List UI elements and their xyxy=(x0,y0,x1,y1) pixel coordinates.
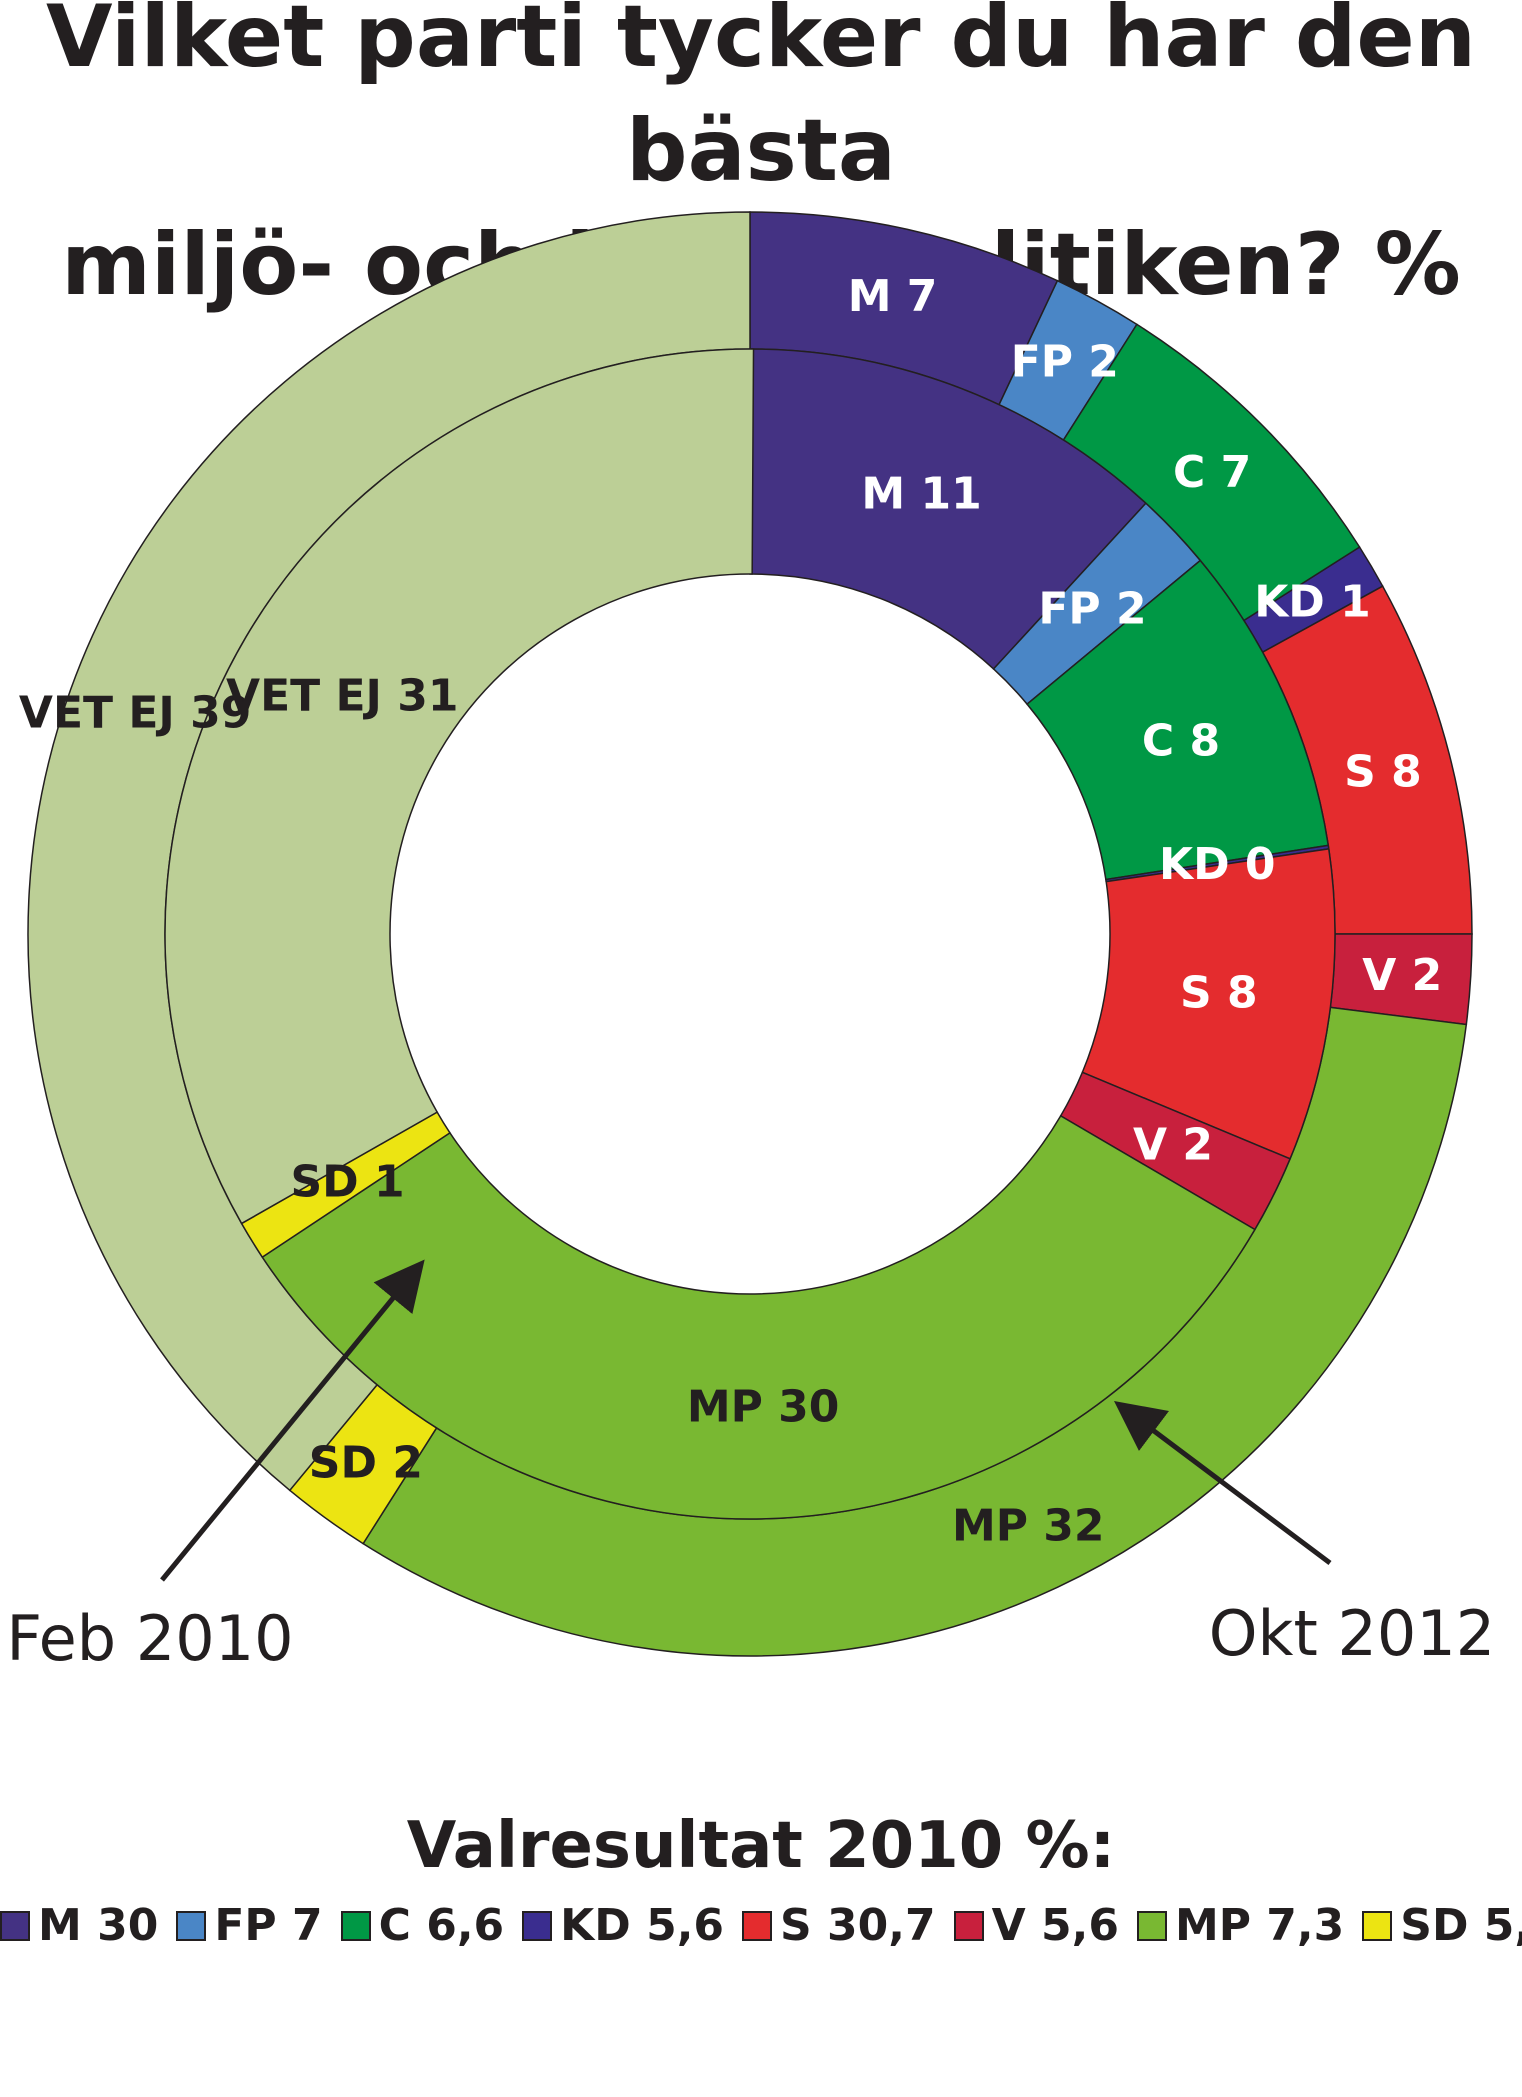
inner-segment-vet-ej-31 xyxy=(164,348,755,1225)
legend-swatch xyxy=(1136,1910,1167,1941)
legend-swatch xyxy=(340,1910,371,1941)
legend-item: M 30 xyxy=(0,1900,158,1951)
outer-label-s-8: S 8 xyxy=(1344,746,1422,797)
legend-label: MP 7,3 xyxy=(1174,1900,1345,1951)
legend-item: KD 5,6 xyxy=(522,1900,724,1951)
outer-label-mp-32: MP 32 xyxy=(952,1500,1105,1551)
arrow-okt-2012 xyxy=(1114,1401,1332,1565)
chart-title: Vilket parti tycker du har den bästa mil… xyxy=(0,0,1522,322)
legend-item: MP 7,3 xyxy=(1136,1900,1345,1951)
outer-label-fp-2: FP 2 xyxy=(1011,336,1119,387)
inner-segment-m-11 xyxy=(749,348,1147,670)
inner-ring-feb-2010 xyxy=(164,348,1336,1520)
legend-swatch xyxy=(522,1910,553,1941)
chart-title-line-1: Vilket parti tycker du har den bästa xyxy=(46,0,1476,201)
legend-item: SD 5,7 xyxy=(1362,1900,1522,1951)
label-okt-2012: Okt 2012 xyxy=(1209,1597,1496,1670)
inner-label-mp-30: MP 30 xyxy=(687,1381,840,1432)
legend-swatch xyxy=(742,1910,773,1941)
inner-label-c-8: C 8 xyxy=(1142,715,1220,766)
inner-label-sd-1: SD 1 xyxy=(290,1157,404,1208)
legend-label: C 6,6 xyxy=(378,1900,505,1951)
legend-label: FP 7 xyxy=(214,1900,323,1951)
legend-swatch xyxy=(176,1910,207,1941)
inner-label-kd-0: KD 0 xyxy=(1159,839,1276,890)
outer-ring-okt-2012 xyxy=(27,211,1473,1657)
legend-label: S 30,7 xyxy=(780,1900,936,1951)
inner-label-s-8: S 8 xyxy=(1180,968,1258,1019)
outer-label-c-7: C 7 xyxy=(1173,447,1251,498)
inner-segment-mp-30 xyxy=(261,1114,1256,1520)
legend-item: C 6,6 xyxy=(340,1900,505,1951)
legend-label: SD 5,7 xyxy=(1400,1900,1522,1951)
legend-swatch xyxy=(0,1910,30,1941)
inner-label-vet-ej-31: VET EJ 31 xyxy=(226,670,458,721)
legend-label: V 5,6 xyxy=(991,1900,1119,1951)
legend-title: Valresultat 2010 %: xyxy=(406,1809,1116,1883)
legend-swatch xyxy=(1362,1910,1393,1941)
outer-label-m-7: M 7 xyxy=(848,271,938,322)
outer-label-kd-1: KD 1 xyxy=(1254,576,1371,627)
segment-labels: M 7 FP 2 C 7 KD 1 S 8 V 2 MP 32 SD 2 VET EJ 39 M … xyxy=(19,271,1442,1551)
outer-label-vet-ej-39: VET EJ 39 xyxy=(19,688,251,739)
legend-item: FP 7 xyxy=(176,1900,323,1951)
donut-chart: M 7 FP 2 C 7 KD 1 S 8 V 2 MP 32 SD 2 VET EJ 39 M … xyxy=(6,211,1496,1675)
legend-label: M 30 xyxy=(38,1900,159,1951)
inner-label-v-2: V 2 xyxy=(1133,1120,1213,1171)
outer-label-v-2: V 2 xyxy=(1362,950,1442,1001)
outer-label-sd-2: SD 2 xyxy=(309,1438,423,1489)
legend-swatch xyxy=(953,1910,984,1941)
legend: M 30 FP 7 C 6,6 KD 5,6 S 30,7 V 5,6 MP 7,3 SD 5… xyxy=(0,1900,1522,1951)
arrow-feb-2010 xyxy=(160,1259,425,1582)
inner-label-fp-2: FP 2 xyxy=(1038,583,1146,634)
inner-label-m-11: M 11 xyxy=(861,469,981,520)
legend-item: S 30,7 xyxy=(742,1900,936,1951)
legend-label: KD 5,6 xyxy=(560,1900,725,1951)
label-feb-2010: Feb 2010 xyxy=(6,1602,293,1675)
legend-item: V 5,6 xyxy=(953,1900,1119,1951)
